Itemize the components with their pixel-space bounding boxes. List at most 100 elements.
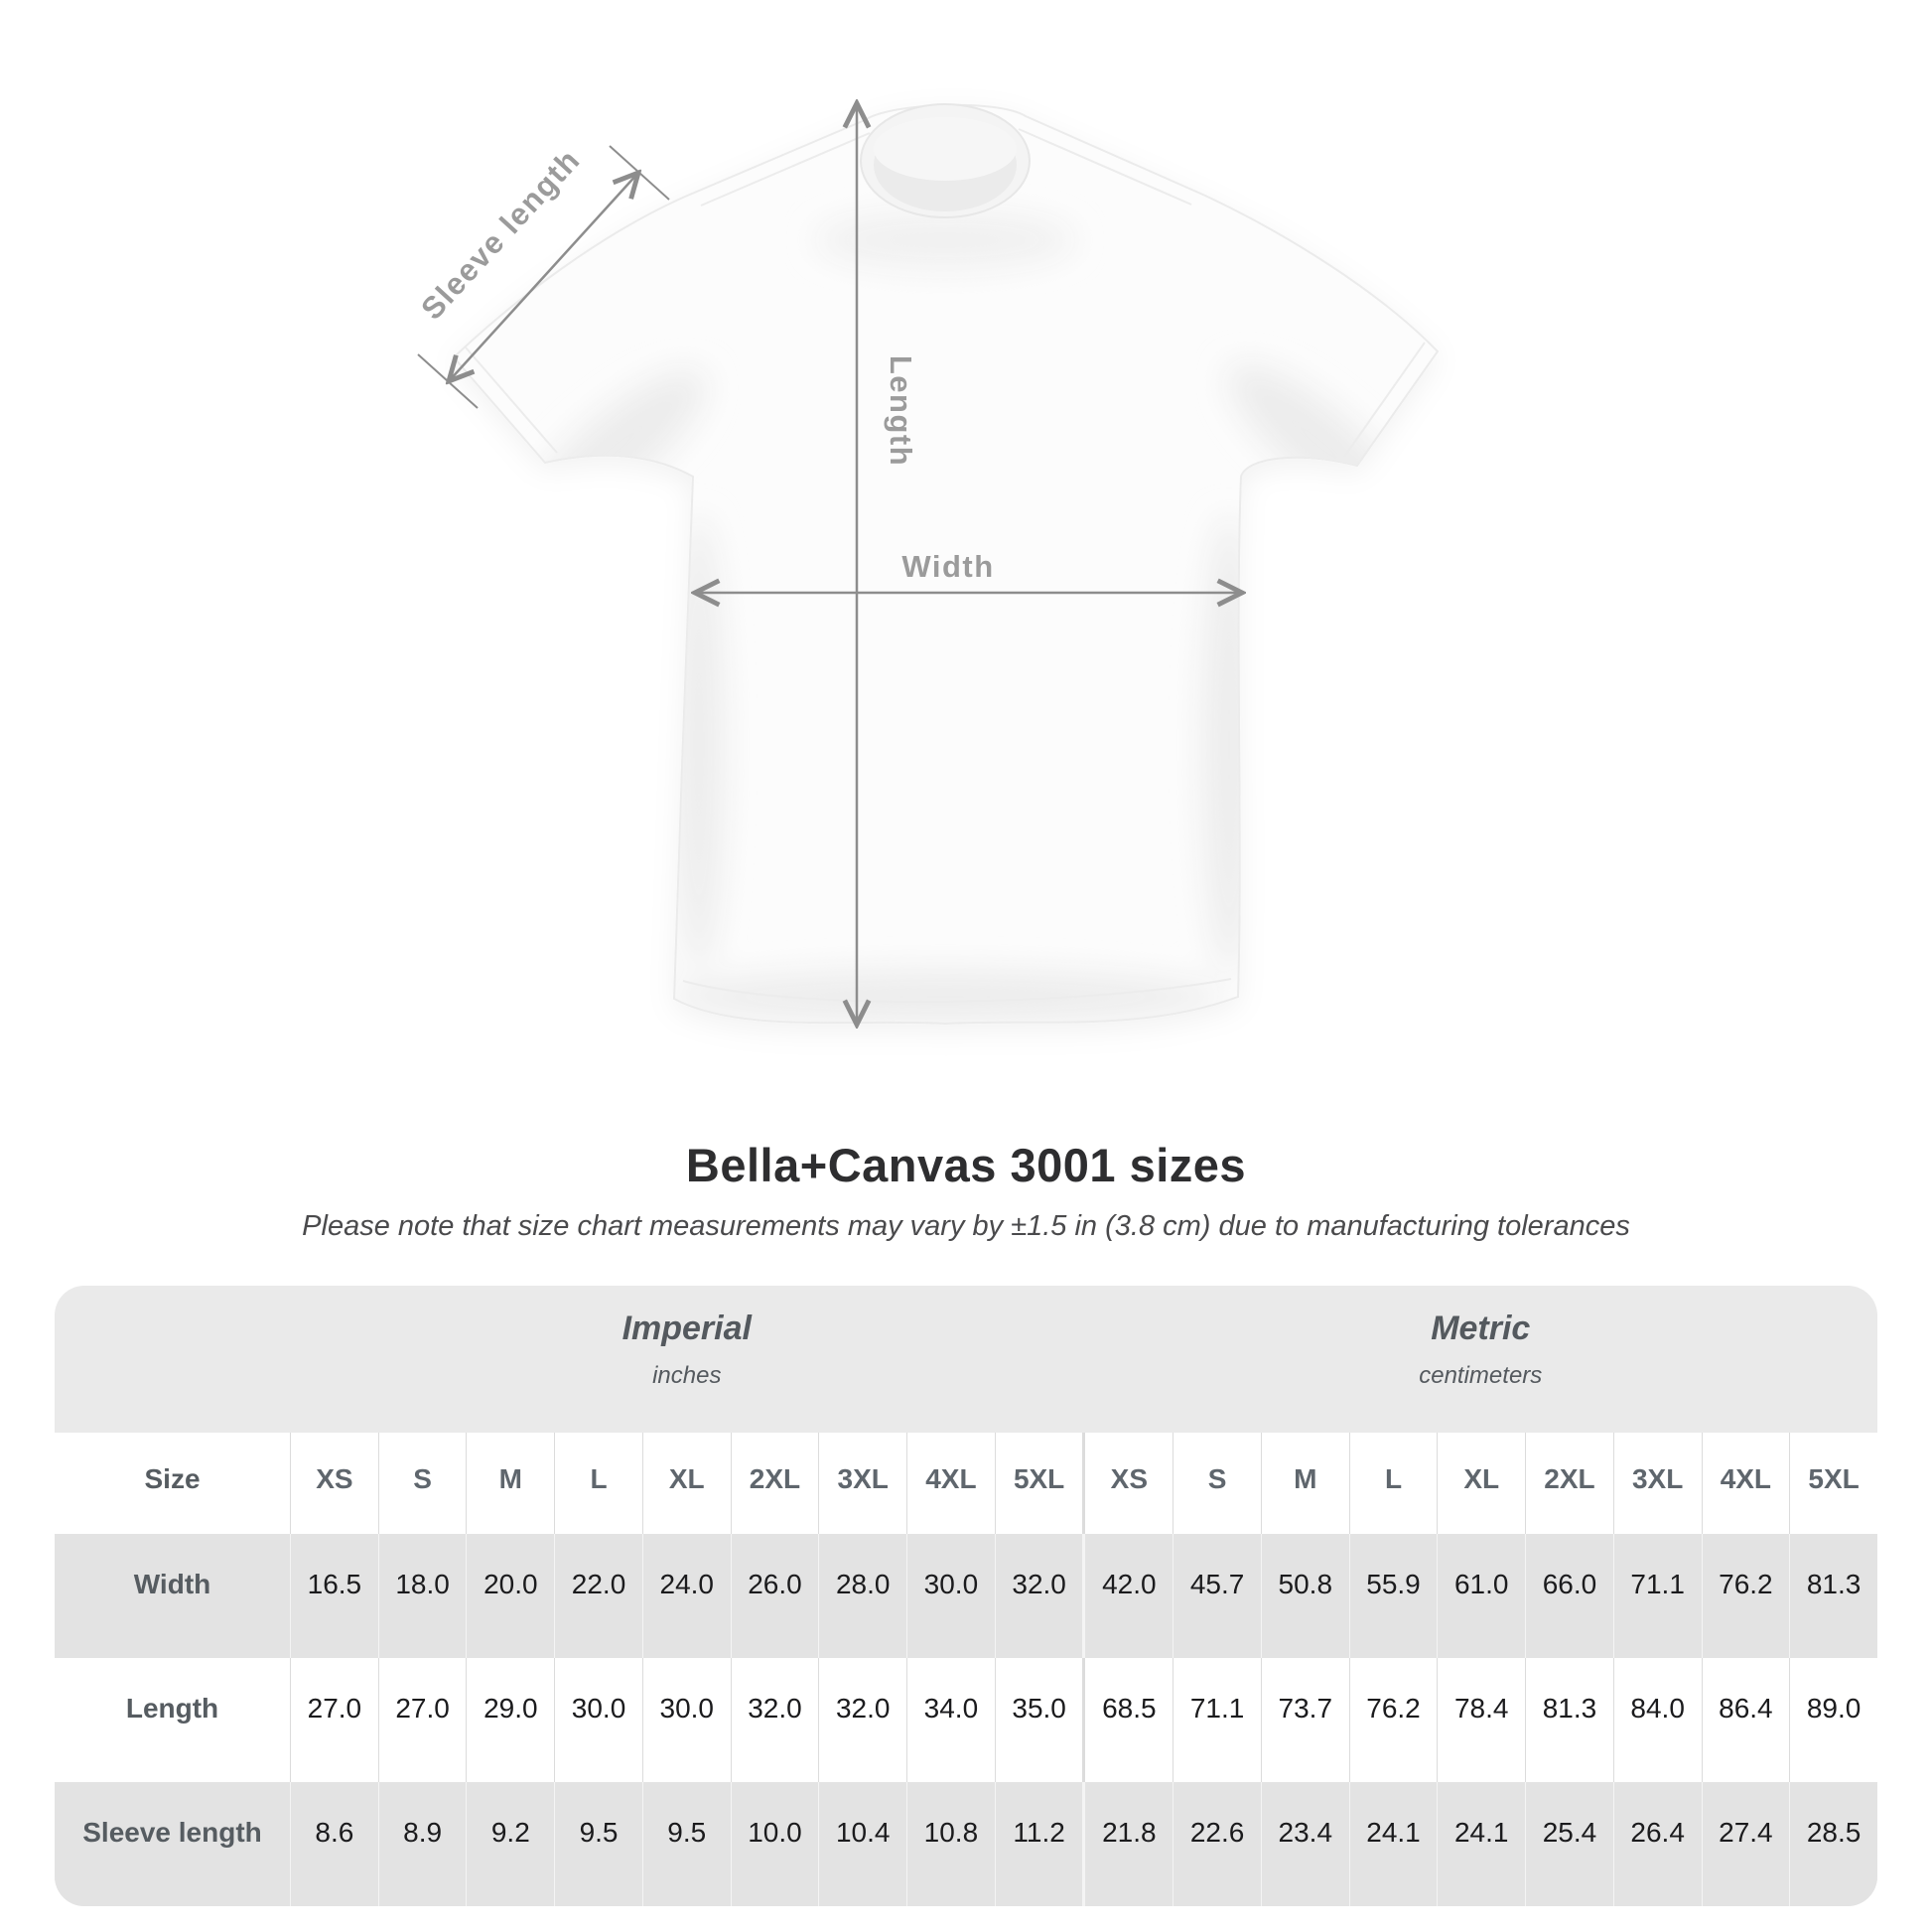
width-dimension-label: Width <box>901 549 994 584</box>
size-header-imperial-2xl: 2XL <box>730 1433 819 1534</box>
measurement-row-sleeve-length: Sleeve length 8.6 8.9 9.2 9.5 9.5 10.0 10.4 10.8… <box>55 1782 1877 1906</box>
value-metric: 25.4 <box>1525 1782 1613 1906</box>
value-imperial: 32.0 <box>730 1658 819 1782</box>
metric-label: Metric <box>1431 1310 1531 1347</box>
size-header-metric-xl: XL <box>1437 1433 1525 1534</box>
value-metric: 22.6 <box>1173 1782 1261 1906</box>
size-column-header: Size <box>144 1463 201 1494</box>
sleeve-length-arrow <box>449 173 638 381</box>
value-metric: 28.5 <box>1789 1782 1877 1906</box>
unit-band-spacer <box>55 1286 290 1433</box>
measurement-row-width: Width 16.5 18.0 20.0 22.0 24.0 26.0 28.0 30.0 32.… <box>55 1534 1877 1658</box>
value-metric: 23.4 <box>1260 1782 1349 1906</box>
value-metric: 84.0 <box>1612 1658 1702 1782</box>
metric-unit: centimeters <box>1419 1362 1543 1389</box>
value-imperial: 8.9 <box>377 1782 467 1906</box>
size-header-imperial-l: L <box>554 1433 642 1534</box>
tshirt-graphic <box>452 103 1440 1026</box>
size-header-metric-2xl: 2XL <box>1525 1433 1613 1534</box>
row-label: Length <box>125 1692 219 1724</box>
imperial-unit: inches <box>652 1362 722 1389</box>
value-imperial: 10.0 <box>730 1782 819 1906</box>
value-metric: 50.8 <box>1260 1534 1349 1658</box>
value-imperial: 9.5 <box>641 1782 731 1906</box>
unit-band: Imperial inches Metric centimeters <box>55 1286 1877 1433</box>
value-metric: 68.5 <box>1082 1658 1173 1782</box>
value-metric: 45.7 <box>1173 1534 1261 1658</box>
value-imperial: 10.8 <box>906 1782 995 1906</box>
value-imperial: 18.0 <box>377 1534 467 1658</box>
size-header-metric-s: S <box>1173 1433 1261 1534</box>
value-metric: 78.4 <box>1437 1658 1525 1782</box>
size-header-metric-xs: XS <box>1082 1433 1173 1534</box>
sleeve-arrow-start-tick <box>609 145 670 201</box>
value-metric: 76.2 <box>1348 1658 1438 1782</box>
value-imperial: 16.5 <box>290 1534 378 1658</box>
size-header-imperial-s: S <box>377 1433 467 1534</box>
page-title: Bella+Canvas 3001 sizes <box>685 1139 1247 1191</box>
title-block: Bella+Canvas 3001 sizes Please note that… <box>0 1138 1932 1243</box>
value-imperial: 29.0 <box>466 1658 554 1782</box>
value-imperial: 8.6 <box>290 1782 378 1906</box>
value-imperial: 30.0 <box>554 1658 642 1782</box>
value-metric: 26.4 <box>1612 1782 1702 1906</box>
value-imperial: 9.5 <box>554 1782 642 1906</box>
value-imperial: 30.0 <box>906 1534 995 1658</box>
length-dimension-label: Length <box>884 355 918 467</box>
value-imperial: 32.0 <box>818 1658 906 1782</box>
value-metric: 24.1 <box>1437 1782 1525 1906</box>
value-imperial: 28.0 <box>818 1534 906 1658</box>
collar <box>860 103 1031 218</box>
value-imperial: 11.2 <box>994 1782 1083 1906</box>
imperial-section-header: Imperial inches <box>290 1286 1084 1433</box>
size-header-metric-3xl: 3XL <box>1612 1433 1702 1534</box>
tshirt-diagram: Sleeve length Length Width <box>414 0 1440 1112</box>
value-metric: 86.4 <box>1701 1658 1790 1782</box>
value-metric: 89.0 <box>1789 1658 1877 1782</box>
size-header-imperial-3xl: 3XL <box>818 1433 906 1534</box>
size-header-metric-5xl: 5XL <box>1789 1433 1877 1534</box>
value-metric: 27.4 <box>1701 1782 1790 1906</box>
value-metric: 81.3 <box>1525 1658 1613 1782</box>
row-label: Width <box>133 1568 211 1599</box>
value-metric: 81.3 <box>1789 1534 1877 1658</box>
value-metric: 73.7 <box>1260 1658 1349 1782</box>
value-imperial: 22.0 <box>554 1534 642 1658</box>
value-imperial: 32.0 <box>994 1534 1083 1658</box>
row-label: Sleeve length <box>82 1816 262 1848</box>
value-metric: 21.8 <box>1082 1782 1173 1906</box>
value-metric: 71.1 <box>1612 1534 1702 1658</box>
value-metric: 61.0 <box>1437 1534 1525 1658</box>
metric-section-header: Metric centimeters <box>1084 1286 1877 1433</box>
size-table-grid: Size XS S M L XL 2XL 3XL 4XL 5XL XS S M L XL 2XL 3XL 4XL 5… <box>55 1433 1877 1906</box>
value-metric: 55.9 <box>1348 1534 1438 1658</box>
value-imperial: 26.0 <box>730 1534 819 1658</box>
value-imperial: 20.0 <box>466 1534 554 1658</box>
value-imperial: 35.0 <box>994 1658 1083 1782</box>
measurement-row-length: Length 27.0 27.0 29.0 30.0 30.0 32.0 32.0 34.0 35… <box>55 1658 1877 1782</box>
value-imperial: 34.0 <box>906 1658 995 1782</box>
size-header-imperial-xl: XL <box>641 1433 731 1534</box>
size-header-imperial-4xl: 4XL <box>906 1433 995 1534</box>
tolerance-note: Please note that size chart measurements… <box>302 1210 1630 1242</box>
value-imperial: 9.2 <box>466 1782 554 1906</box>
value-imperial: 27.0 <box>377 1658 467 1782</box>
sleeve-arrow-end-tick <box>417 353 479 409</box>
value-metric: 76.2 <box>1701 1534 1790 1658</box>
value-metric: 71.1 <box>1173 1658 1261 1782</box>
seam-lines <box>465 128 1426 1003</box>
size-header-imperial-5xl: 5XL <box>994 1433 1083 1534</box>
size-header-metric-l: L <box>1348 1433 1438 1534</box>
value-imperial: 30.0 <box>641 1658 731 1782</box>
size-chart-table: Imperial inches Metric centimeters Size X… <box>55 1286 1877 1906</box>
value-imperial: 24.0 <box>641 1534 731 1658</box>
size-header-row: Size XS S M L XL 2XL 3XL 4XL 5XL XS S M L XL 2XL 3XL 4XL 5… <box>55 1433 1877 1534</box>
value-metric: 66.0 <box>1525 1534 1613 1658</box>
value-imperial: 10.4 <box>818 1782 906 1906</box>
value-metric: 24.1 <box>1348 1782 1438 1906</box>
size-header-metric-4xl: 4XL <box>1701 1433 1790 1534</box>
value-metric: 42.0 <box>1082 1534 1173 1658</box>
size-header-imperial-m: M <box>466 1433 554 1534</box>
size-header-metric-m: M <box>1260 1433 1349 1534</box>
